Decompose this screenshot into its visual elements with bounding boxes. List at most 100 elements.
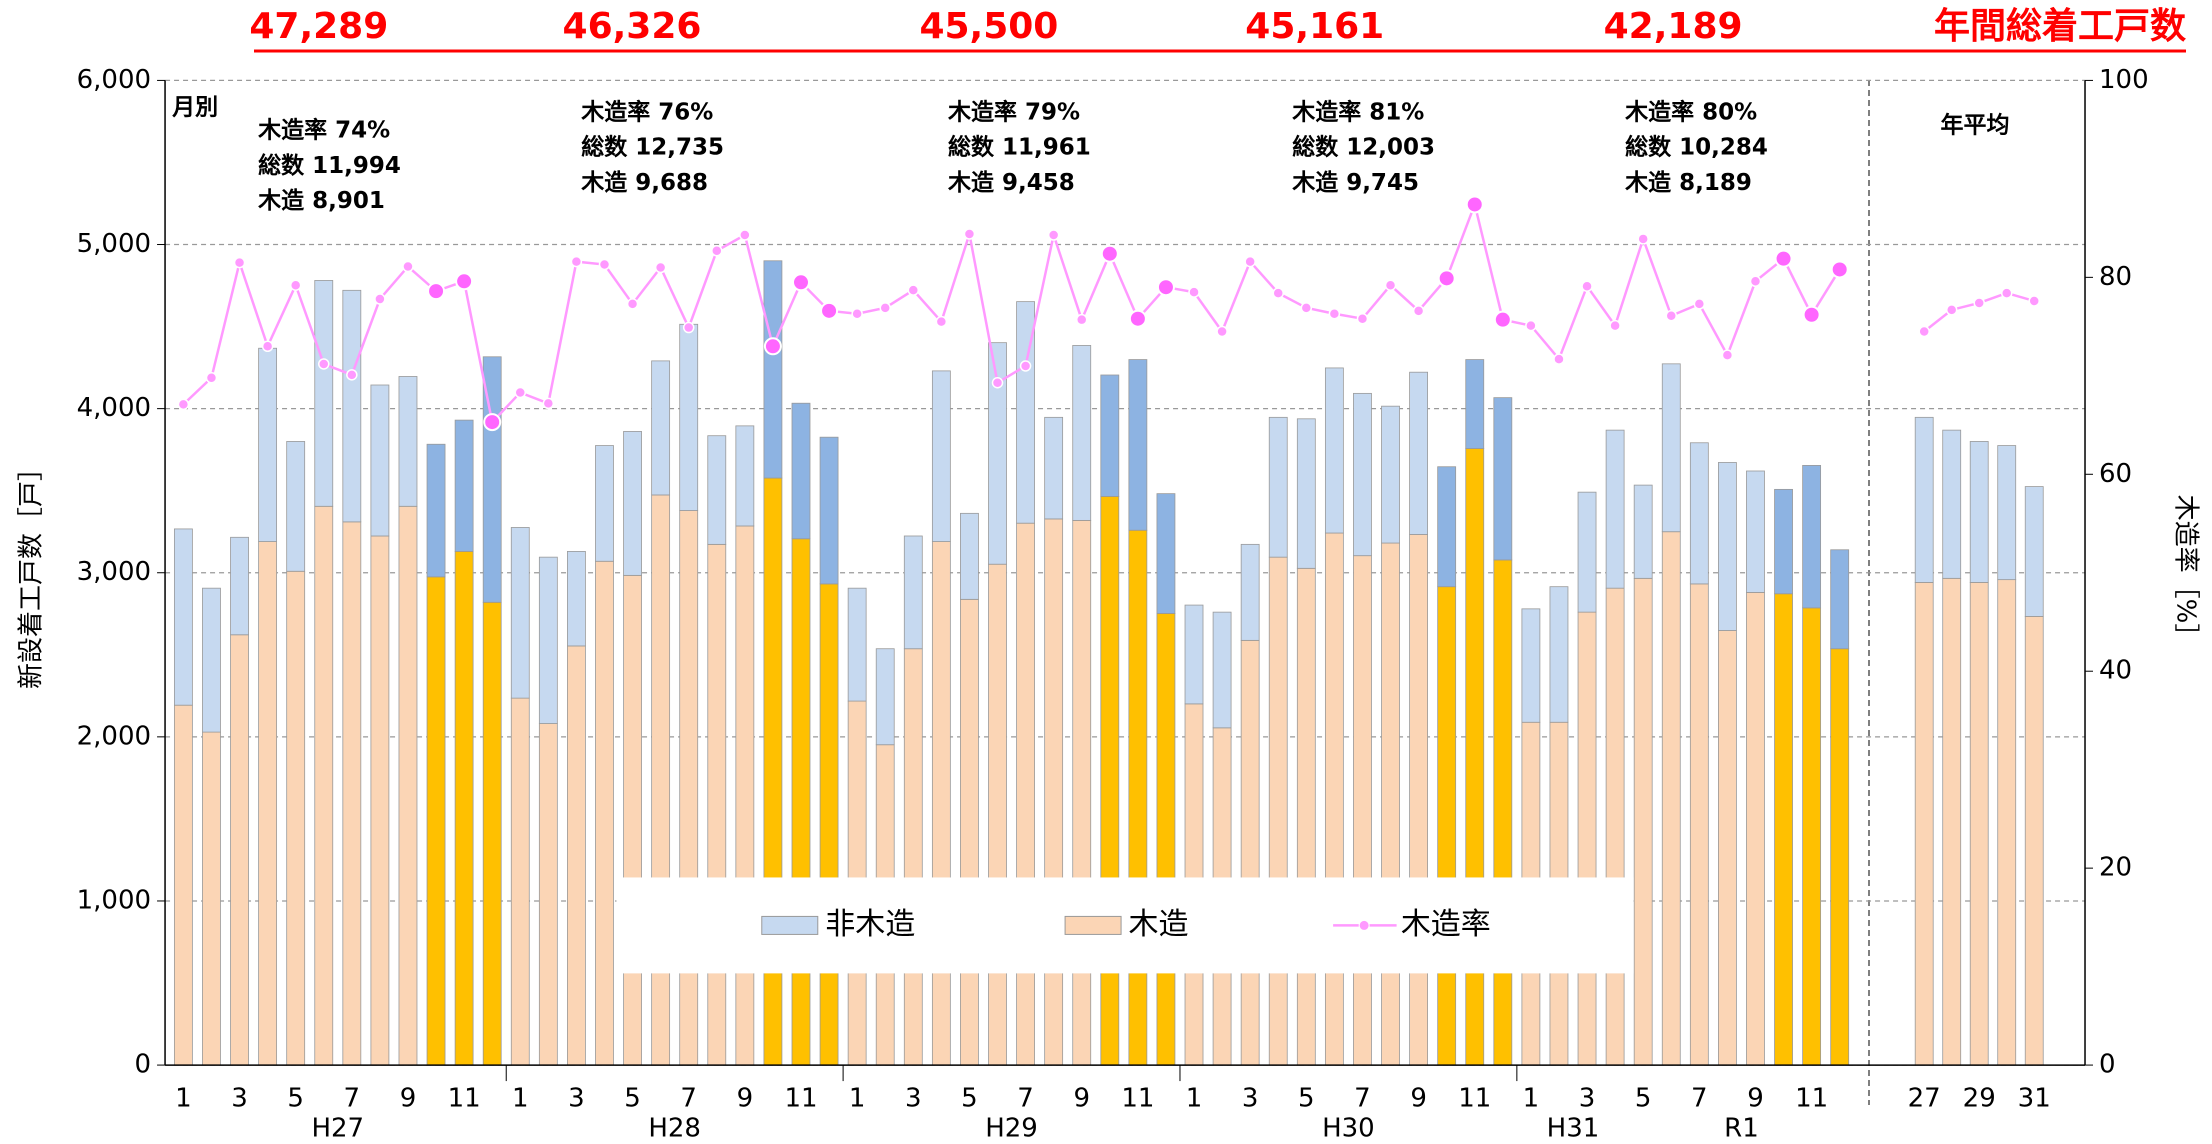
x-tick-label: 1	[849, 1084, 866, 1114]
nonwood-bar	[1633, 484, 1653, 579]
x-tick-label: 9	[1073, 1084, 1090, 1114]
rate-marker	[483, 413, 502, 432]
rate-marker	[1216, 325, 1228, 338]
nonwood-bar	[819, 436, 839, 585]
group-label: H27	[311, 1114, 364, 1144]
rate-marker	[1609, 319, 1621, 332]
wood-bar	[1969, 582, 1989, 1066]
rate-marker	[1156, 278, 1175, 297]
y-tick-label: 1,000	[77, 885, 151, 915]
wood-bar	[623, 574, 642, 1066]
nonwood-bar	[1661, 363, 1681, 533]
legend-marker	[1358, 919, 1370, 931]
year-note: 木造 9,458	[947, 170, 1075, 196]
rate-marker	[791, 273, 810, 292]
wood-bar	[1100, 496, 1120, 1066]
wood-bar	[1128, 529, 1148, 1066]
x-tick-label: 5	[961, 1084, 978, 1114]
nonwood-bar	[623, 431, 642, 576]
wood-bar	[1240, 639, 1260, 1066]
nonwood-bar	[1212, 611, 1232, 729]
panel-label: 月別	[171, 95, 218, 121]
chart-title: 年間総着工戸数	[1934, 6, 2186, 47]
wood-bar	[1409, 534, 1428, 1066]
x-tick-label: 11	[1121, 1084, 1154, 1114]
wood-bar	[510, 697, 530, 1066]
year-note: 木造 8,901	[257, 188, 385, 214]
group-label: H31	[1547, 1114, 1600, 1144]
nonwood-bar	[960, 512, 979, 600]
legend-label: 非木造	[825, 907, 915, 942]
wood-bar	[595, 560, 614, 1066]
wood-bar	[1997, 579, 2017, 1066]
wood-bar	[651, 494, 671, 1066]
nonwood-bar	[1268, 416, 1288, 558]
y2-tick-label: 80	[2099, 262, 2132, 292]
nonwood-bar	[763, 260, 783, 479]
x-tick-label: 7	[680, 1084, 697, 1114]
nonwood-bar	[1465, 359, 1485, 449]
legend-swatch	[1064, 915, 1122, 935]
x-tick-label: 7	[1017, 1084, 1034, 1114]
wood-bar	[202, 731, 221, 1066]
nonwood-bar	[426, 443, 446, 578]
annual-total: 45,161	[1245, 6, 1384, 47]
x-tick-label: 1	[175, 1084, 192, 1114]
legend-label: 木造	[1129, 907, 1189, 942]
y2-tick-label: 0	[2099, 1050, 2116, 1080]
nonwood-bar	[567, 551, 586, 647]
wood-bar	[398, 505, 418, 1066]
rate-marker	[820, 301, 839, 320]
rate-marker	[879, 302, 891, 314]
rate-marker	[570, 255, 583, 268]
nonwood-bar	[314, 280, 334, 507]
nonwood-bar	[1493, 397, 1513, 561]
rate-marker	[1553, 353, 1565, 365]
wood-bar	[482, 601, 502, 1066]
nonwood-bar	[931, 370, 951, 542]
nonwood-bar	[258, 347, 278, 542]
rate-marker	[1244, 255, 1256, 268]
nonwood-bar	[875, 648, 895, 746]
nonwood-bar	[1774, 488, 1793, 595]
nonwood-bar	[1324, 367, 1344, 534]
nonwood-bar	[1296, 418, 1316, 569]
y-tick-label: 6,000	[77, 65, 151, 95]
wood-bar	[370, 535, 390, 1066]
y-tick-label: 5,000	[77, 229, 151, 259]
x-tick-label: 3	[905, 1084, 922, 1114]
rate-marker	[233, 256, 246, 269]
rate-marker	[935, 315, 948, 328]
wood-bar	[1381, 542, 1400, 1066]
x-tick-label: 5	[1298, 1084, 1315, 1114]
group-label: R1	[1724, 1114, 1759, 1144]
wood-bar	[1296, 567, 1316, 1066]
rate-marker	[1721, 349, 1734, 361]
nonwood-bar	[1577, 491, 1597, 613]
rate-marker	[1493, 310, 1512, 329]
rate-marker	[1272, 287, 1284, 299]
wood-bar	[230, 634, 249, 1066]
wood-bar	[679, 510, 699, 1066]
wood-bar	[707, 543, 727, 1066]
group-label: H30	[1322, 1114, 1375, 1144]
nonwood-bar	[1072, 345, 1092, 521]
nonwood-bar	[595, 445, 614, 562]
wood-bar	[1437, 586, 1457, 1066]
wood-bar	[1268, 556, 1288, 1066]
nonwood-bar	[1997, 445, 2017, 581]
y2-axis-label: 木造率［%］	[2171, 495, 2201, 650]
annual-total: 45,500	[919, 6, 1058, 47]
rate-marker	[427, 282, 446, 301]
nonwood-bar	[735, 425, 755, 527]
rate-marker	[205, 372, 218, 384]
wood-bar	[988, 563, 1007, 1066]
nonwood-bar	[173, 528, 193, 706]
wood-bar	[1633, 577, 1653, 1066]
group-label: H29	[985, 1114, 1038, 1144]
year-note: 総数 10,284	[1625, 134, 1768, 161]
nonwood-bar	[510, 527, 530, 699]
rate-marker	[1945, 304, 1958, 316]
nonwood-bar	[1044, 416, 1064, 520]
